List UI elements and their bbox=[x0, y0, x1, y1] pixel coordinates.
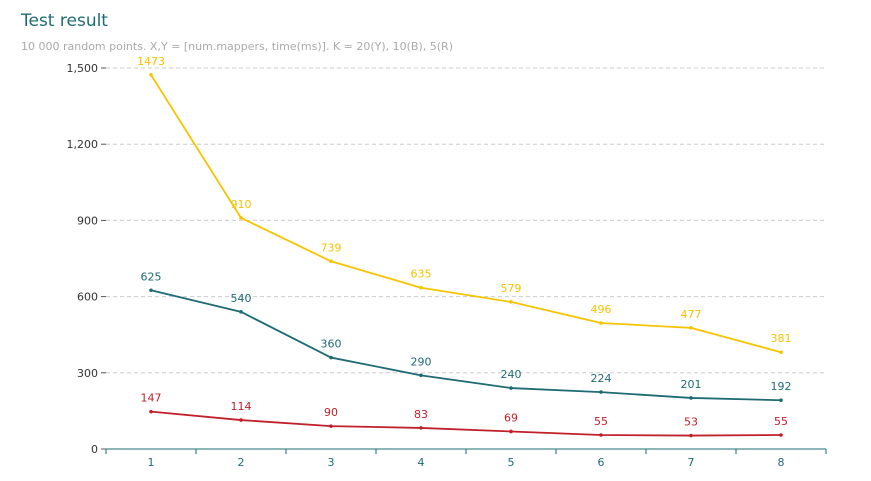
x-tick-label: 2 bbox=[238, 456, 245, 469]
chart-subtitle: 10 000 random points. X,Y = [num.mappers… bbox=[21, 40, 453, 53]
data-label: 201 bbox=[681, 378, 702, 391]
data-label: 910 bbox=[231, 198, 252, 211]
data-label: 147 bbox=[141, 392, 162, 405]
data-point bbox=[509, 300, 513, 304]
data-point bbox=[779, 433, 783, 437]
data-label: 360 bbox=[321, 338, 342, 351]
x-tick-label: 6 bbox=[598, 456, 605, 469]
data-point bbox=[149, 409, 153, 414]
data-point bbox=[329, 259, 333, 264]
data-labels: 1473 910 739 635 579 496 477 381 625 540 360 290 240… bbox=[137, 55, 792, 429]
series-line bbox=[150, 410, 782, 437]
data-point bbox=[509, 386, 513, 390]
data-point bbox=[599, 433, 603, 437]
y-tick-label: 900 bbox=[77, 214, 98, 227]
data-point bbox=[419, 426, 423, 430]
data-label: 83 bbox=[414, 408, 428, 421]
data-point bbox=[689, 396, 693, 400]
data-point bbox=[779, 398, 783, 403]
data-point bbox=[509, 429, 513, 434]
y-tick-label: 1,500 bbox=[67, 62, 99, 75]
data-label: 240 bbox=[501, 368, 522, 381]
y-tick-label: 0 bbox=[91, 443, 98, 456]
data-label: 290 bbox=[411, 355, 432, 368]
data-label: 1473 bbox=[137, 55, 165, 68]
data-label: 635 bbox=[411, 268, 432, 281]
data-point bbox=[329, 355, 333, 360]
data-point bbox=[329, 424, 333, 428]
data-label: 496 bbox=[591, 303, 612, 316]
data-label: 55 bbox=[594, 415, 608, 428]
data-point bbox=[599, 321, 603, 325]
data-label: 224 bbox=[591, 372, 612, 385]
data-point bbox=[239, 418, 243, 422]
data-point bbox=[779, 350, 783, 355]
data-label: 69 bbox=[504, 411, 518, 424]
chart-title: Test result bbox=[21, 11, 108, 31]
data-label: 477 bbox=[681, 308, 702, 321]
y-tick-label: 600 bbox=[77, 291, 98, 304]
x-tick-label: 4 bbox=[418, 456, 425, 469]
data-label: 53 bbox=[684, 416, 698, 429]
data-point bbox=[689, 433, 693, 438]
x-tick-label: 3 bbox=[328, 456, 335, 469]
data-label: 739 bbox=[321, 241, 342, 254]
data-point bbox=[239, 310, 243, 314]
data-label: 192 bbox=[771, 380, 792, 393]
data-label: 114 bbox=[231, 400, 252, 413]
data-point bbox=[599, 390, 603, 394]
data-label: 540 bbox=[231, 292, 252, 305]
x-tick-label: 8 bbox=[778, 456, 785, 469]
data-label: 579 bbox=[501, 282, 522, 295]
series-line bbox=[150, 74, 782, 354]
y-tick-label: 300 bbox=[77, 367, 98, 380]
data-point bbox=[239, 216, 243, 220]
data-label: 381 bbox=[771, 332, 792, 345]
axes: 0 300 600 900 1,200 1,500 1 2 3 4 5 6 7 8 bbox=[67, 62, 827, 469]
data-label: 90 bbox=[324, 406, 338, 419]
data-point bbox=[419, 285, 423, 290]
series-lines bbox=[149, 73, 783, 438]
x-tick-label: 5 bbox=[508, 456, 515, 469]
x-tick-label: 1 bbox=[148, 456, 155, 469]
data-label: 625 bbox=[141, 270, 162, 283]
y-tick-label: 1,200 bbox=[67, 138, 99, 151]
data-point bbox=[149, 73, 153, 77]
series-line bbox=[150, 289, 782, 402]
gridlines bbox=[106, 67, 826, 374]
data-point bbox=[689, 326, 693, 330]
data-point bbox=[419, 373, 423, 378]
data-label: 55 bbox=[774, 415, 788, 428]
data-point bbox=[149, 288, 153, 293]
x-tick-label: 7 bbox=[688, 456, 695, 469]
